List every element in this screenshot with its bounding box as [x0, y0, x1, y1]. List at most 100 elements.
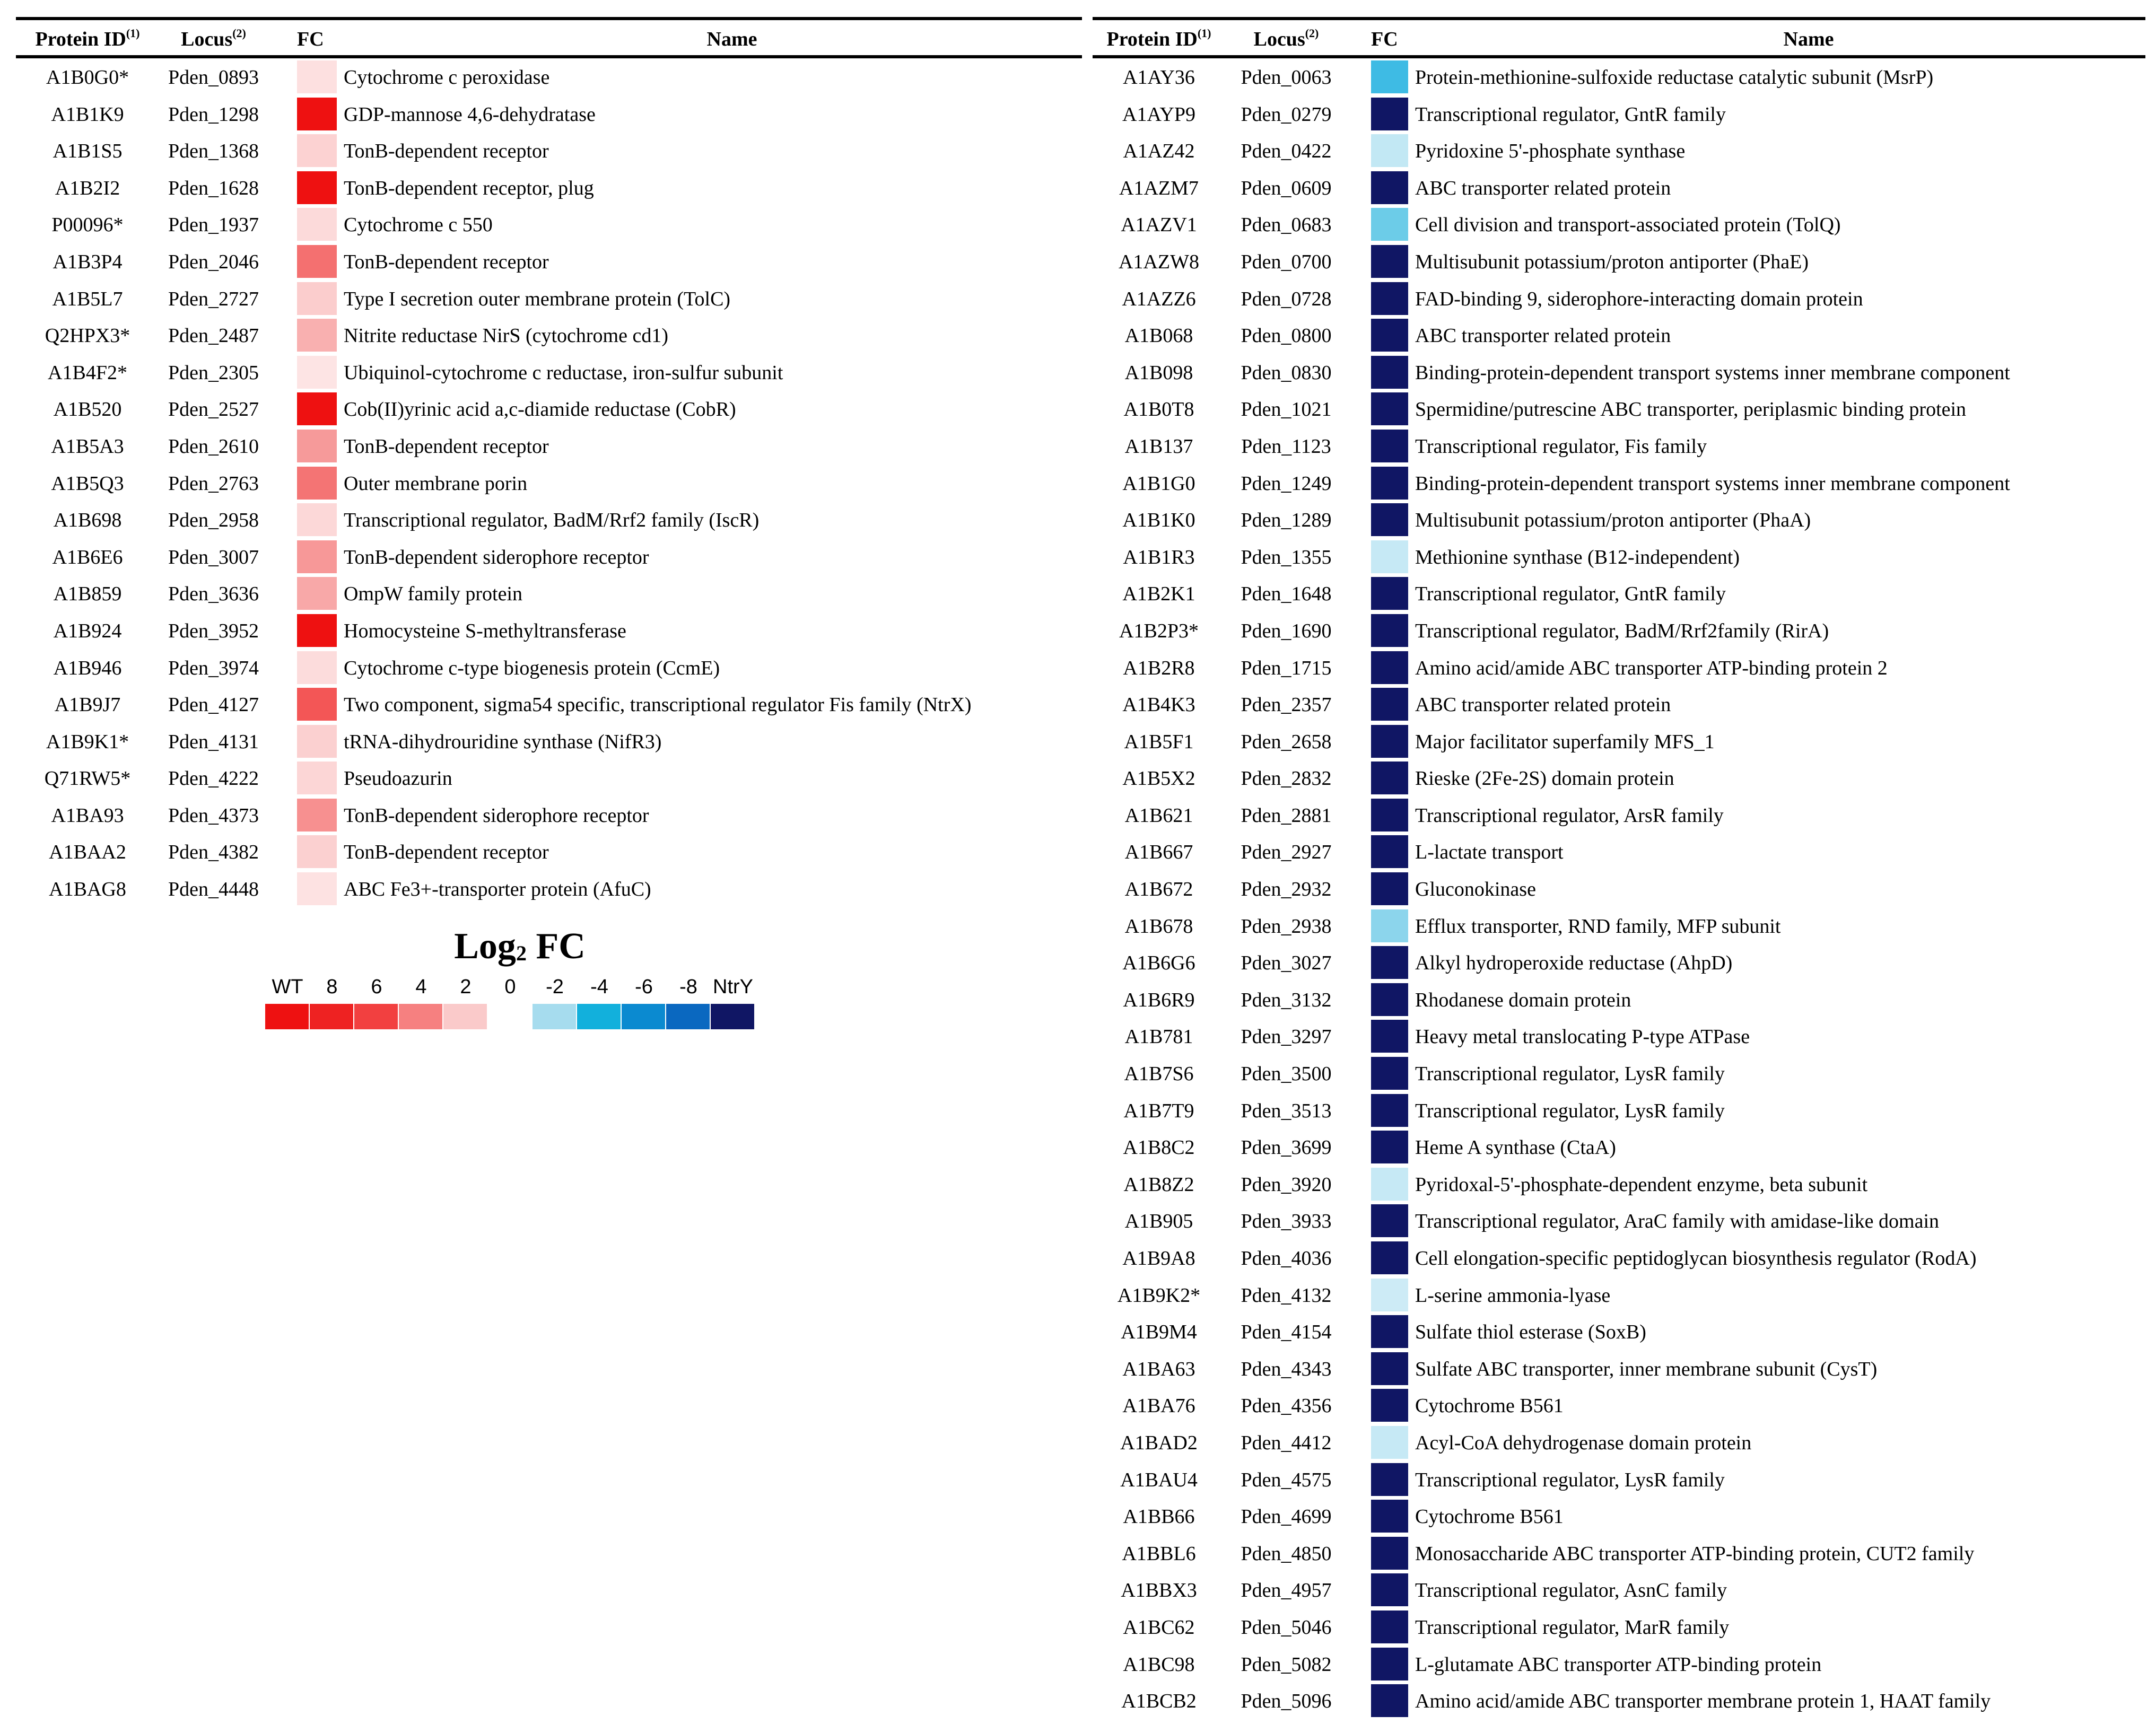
legend-label: 4 [415, 976, 427, 998]
protein-name-cell: ABC transporter related protein [1415, 177, 1671, 199]
protein-id-cell: A1AY36 [1123, 66, 1195, 89]
locus-cell: Pden_4222 [168, 767, 259, 790]
fold-change-swatch [1371, 1463, 1408, 1496]
protein-id-cell: A1B1G0 [1122, 472, 1195, 495]
protein-id-cell: A1B137 [1124, 435, 1193, 458]
protein-id-cell: A1B2I2 [55, 177, 120, 199]
locus-cell: Pden_4127 [168, 694, 259, 716]
protein-id-cell: A1AZW8 [1119, 250, 1199, 273]
protein-name-cell: TonB-dependent receptor [344, 435, 549, 458]
protein-id-cell: A1B678 [1124, 915, 1193, 938]
protein-name-cell: TonB-dependent receptor [344, 841, 549, 864]
header-locus: Locus(2) [1253, 27, 1319, 51]
protein-name-cell: Transcriptional regulator, GntR family [1415, 583, 1726, 606]
table-row: A1B6R9 Pden_3132 Rhodanese domain protein [1093, 981, 2145, 1018]
header-fc: FC [297, 28, 324, 50]
protein-name-cell: Transcriptional regulator, BadM/Rrf2 fam… [344, 509, 760, 532]
fold-change-swatch [297, 134, 337, 168]
fold-change-swatch [1371, 1684, 1408, 1718]
protein-name-cell: Multisubunit potassium/proton antiporter… [1415, 250, 1809, 273]
protein-name-cell: Nitrite reductase NirS (cytochrome cd1) [344, 325, 668, 347]
fold-change-swatch [297, 355, 337, 389]
protein-id-cell: A1BAG8 [49, 878, 126, 901]
header-locus: Locus(2) [181, 27, 246, 51]
table-row: A1B9J7 Pden_4127 Two component, sigma54 sp… [16, 686, 1082, 723]
protein-name-cell: ABC transporter related protein [1415, 325, 1671, 347]
table-row: A1BB66 Pden_4699 Cytochrome B561 [1093, 1498, 2145, 1535]
legend-swatch [310, 1004, 353, 1029]
table-row: A1B8Z2 Pden_3920 Pyridoxal-5'-phosphate-de… [1093, 1166, 2145, 1203]
locus-cell: Pden_0800 [1241, 325, 1332, 347]
fold-change-swatch [1371, 909, 1408, 942]
header-fc: FC [1371, 28, 1398, 50]
legend-swatch [666, 1004, 710, 1029]
locus-cell: Pden_1249 [1241, 472, 1332, 495]
table-row: A1BAG8 Pden_4448 ABC Fe3+-transporter prot… [16, 870, 1082, 907]
fold-change-swatch [1371, 319, 1408, 352]
protein-id-cell: A1AZZ6 [1122, 287, 1196, 310]
protein-name-cell: Methionine synthase (B12-independent) [1415, 546, 1740, 568]
protein-name-cell: Heme A synthase (CtaA) [1415, 1136, 1616, 1159]
protein-name-cell: L-lactate transport [1415, 841, 1564, 864]
fold-change-swatch [297, 577, 337, 610]
protein-name-cell: Cytochrome c peroxidase [344, 66, 550, 89]
legend-label: -4 [590, 976, 608, 998]
protein-name-cell: Transcriptional regulator, LysR family [1415, 1468, 1725, 1491]
table-row: A1B6E6 Pden_3007 TonB-dependent siderophor… [16, 538, 1082, 575]
protein-id-cell: A1B1S5 [53, 140, 123, 163]
fold-change-swatch [1371, 355, 1408, 389]
locus-cell: Pden_4154 [1241, 1321, 1332, 1344]
legend-label: 8 [326, 976, 338, 998]
fold-change-swatch [1371, 1278, 1408, 1311]
locus-cell: Pden_3636 [168, 583, 259, 606]
protein-id-cell: A1BAU4 [1120, 1468, 1198, 1491]
fold-change-swatch [1371, 392, 1408, 426]
locus-cell: Pden_4382 [168, 841, 259, 864]
fold-change-swatch [1371, 1057, 1408, 1090]
locus-cell: Pden_2927 [1241, 841, 1332, 864]
table-row: A1BBL6 Pden_4850 Monosaccharide ABC transp… [1093, 1535, 2145, 1572]
legend-label: -6 [635, 976, 653, 998]
locus-cell: Pden_4356 [1241, 1395, 1332, 1417]
fold-change-swatch [1371, 282, 1408, 315]
locus-cell: Pden_1690 [1241, 619, 1332, 642]
header-protein-id: Protein ID(1) [1106, 27, 1211, 51]
protein-id-cell: A1B905 [1124, 1210, 1193, 1233]
protein-name-cell: TonB-dependent receptor, plug [344, 177, 594, 199]
table-row: A1B859 Pden_3636 OmpW family protein [16, 575, 1082, 612]
fold-change-swatch [1371, 872, 1408, 906]
locus-cell: Pden_2881 [1241, 804, 1332, 827]
table-row: A1B2I2 Pden_1628 TonB-dependent receptor, … [16, 169, 1082, 206]
protein-id-cell: A1B6G6 [1122, 952, 1195, 975]
protein-name-cell: tRNA-dihydrouridine synthase (NifR3) [344, 730, 662, 753]
locus-cell: Pden_2938 [1241, 915, 1332, 938]
protein-id-cell: A1AZV1 [1121, 214, 1197, 237]
protein-name-cell: Transcriptional regulator, AsnC family [1415, 1579, 1727, 1602]
fold-change-swatch [1371, 1315, 1408, 1349]
fold-change-swatch [1371, 614, 1408, 647]
protein-name-cell: Cell elongation-specific peptidoglycan b… [1415, 1247, 1977, 1270]
fold-change-swatch [1371, 1536, 1408, 1570]
legend-label: 0 [504, 976, 516, 998]
protein-name-cell: TonB-dependent siderophore receptor [344, 804, 649, 827]
table-row: A1B667 Pden_2927 L-lactate transport [1093, 833, 2145, 870]
protein-id-cell: A1BBX3 [1121, 1579, 1197, 1602]
protein-name-cell: Cytochrome B561 [1415, 1395, 1564, 1417]
fold-change-swatch [297, 798, 337, 832]
table-row: Q71RW5* Pden_4222 Pseudoazurin [16, 759, 1082, 797]
locus-cell: Pden_4132 [1241, 1284, 1332, 1307]
protein-id-cell: A1B5F1 [1124, 730, 1194, 753]
fold-change-swatch [1371, 208, 1408, 241]
protein-id-cell: A1B0T8 [1123, 398, 1194, 421]
protein-id-cell: A1BA93 [51, 804, 124, 827]
protein-id-cell: A1BCB2 [1121, 1690, 1197, 1713]
table-row: A1B5L7 Pden_2727 Type I secretion outer me… [16, 280, 1082, 317]
table-header-rule [1093, 55, 2145, 58]
table-row: A1B520 Pden_2527 Cob(II)yrinic acid a,c-di… [16, 390, 1082, 427]
table-header-rule [16, 55, 1082, 58]
table-row: A1B4F2* Pden_2305 Ubiquinol-cytochrome c r… [16, 354, 1082, 391]
locus-cell: Pden_2487 [168, 325, 259, 347]
protein-id-cell: A1B1K9 [51, 103, 124, 126]
table-row: A1B098 Pden_0830 Binding-protein-dependent… [1093, 354, 2145, 391]
locus-cell: Pden_2610 [168, 435, 259, 458]
